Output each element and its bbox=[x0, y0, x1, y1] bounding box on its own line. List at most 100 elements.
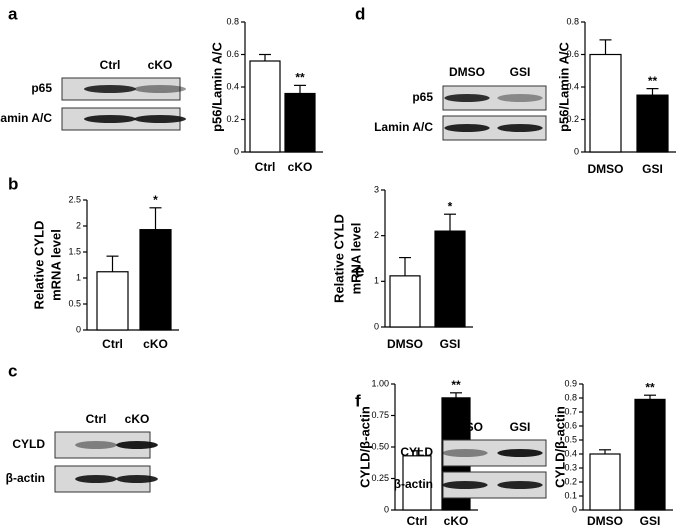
lane-label: cKO bbox=[125, 412, 150, 426]
x-tick-label: cKO bbox=[444, 514, 469, 528]
y-tick-label: 0.6 bbox=[564, 420, 577, 430]
lane-label: cKO bbox=[148, 58, 173, 72]
row-label: Lamin A/C bbox=[0, 111, 52, 125]
panel-letter: e bbox=[355, 261, 364, 280]
y-tick-label: 3 bbox=[374, 184, 379, 194]
blot-band bbox=[444, 94, 490, 102]
y-tick-label: 0.9 bbox=[564, 378, 577, 388]
significance: ** bbox=[295, 71, 305, 85]
y-tick-label: 0.6 bbox=[226, 49, 239, 59]
blot-band bbox=[442, 481, 488, 489]
y-axis-label: p56/Lamin A/C bbox=[209, 41, 224, 131]
y-tick-label: 0.75 bbox=[371, 410, 389, 420]
row-label: β-actin bbox=[394, 477, 433, 491]
lane-label: Ctrl bbox=[86, 412, 107, 426]
y-tick-label: 2.5 bbox=[68, 194, 81, 204]
row-label: CYLD bbox=[400, 445, 433, 459]
y-tick-label: 0.4 bbox=[566, 81, 579, 91]
y-tick-label: 0.50 bbox=[371, 441, 389, 451]
panel-letter: b bbox=[8, 174, 18, 193]
y-tick-label: 0.7 bbox=[564, 406, 577, 416]
x-tick-label: DMSO bbox=[588, 162, 624, 176]
blot-band bbox=[116, 441, 158, 449]
bar bbox=[402, 455, 432, 511]
y-tick-label: 0.2 bbox=[226, 114, 239, 124]
row-label: Lamin A/C bbox=[374, 120, 433, 134]
panel-letter: f bbox=[355, 391, 361, 410]
y-tick-label: 0.4 bbox=[564, 448, 577, 458]
row-label: CYLD bbox=[12, 437, 45, 451]
blot-band bbox=[497, 94, 543, 102]
y-axis-label: Relative CYLD bbox=[331, 214, 346, 303]
row-label: p65 bbox=[31, 81, 52, 95]
x-tick-label: GSI bbox=[642, 162, 663, 176]
lane-label: Ctrl bbox=[100, 58, 121, 72]
y-axis-label: CYLD/β-actin bbox=[552, 406, 567, 488]
lane-label: GSI bbox=[510, 420, 531, 434]
bar bbox=[139, 229, 172, 331]
lane-label: DMSO bbox=[447, 420, 483, 434]
bar bbox=[389, 275, 421, 328]
blot-band bbox=[75, 475, 117, 483]
x-tick-label: cKO bbox=[143, 337, 168, 351]
y-tick-label: 0 bbox=[234, 146, 239, 156]
y-tick-label: 0.5 bbox=[564, 434, 577, 444]
y-tick-label: 1 bbox=[374, 276, 379, 286]
y-tick-label: 2 bbox=[374, 230, 379, 240]
lane-label: GSI bbox=[510, 65, 531, 79]
y-tick-label: 0 bbox=[374, 321, 379, 331]
bar bbox=[634, 398, 666, 511]
bar bbox=[434, 230, 466, 328]
bar bbox=[249, 60, 281, 153]
y-tick-label: 0.4 bbox=[226, 81, 239, 91]
bar bbox=[284, 92, 316, 153]
x-tick-label: GSI bbox=[440, 337, 461, 351]
x-tick-label: DMSO bbox=[587, 514, 623, 528]
panel-letter: c bbox=[8, 361, 17, 380]
significance: * bbox=[153, 193, 158, 207]
y-tick-label: 0 bbox=[572, 504, 577, 514]
y-tick-label: 1.5 bbox=[68, 246, 81, 256]
y-tick-label: 1 bbox=[76, 272, 81, 282]
y-tick-label: 0.2 bbox=[564, 476, 577, 486]
y-tick-label: 0.8 bbox=[566, 16, 579, 26]
panel-letter: d bbox=[355, 4, 365, 23]
blot-band bbox=[497, 124, 543, 132]
y-tick-label: 0 bbox=[384, 504, 389, 514]
y-tick-label: 0.1 bbox=[564, 490, 577, 500]
y-axis-label: mRNA level bbox=[348, 223, 363, 295]
y-axis-label: Relative CYLD bbox=[31, 221, 46, 310]
significance: ** bbox=[645, 380, 655, 394]
bar bbox=[636, 94, 669, 153]
panel-letter: a bbox=[8, 4, 18, 23]
bar bbox=[96, 271, 129, 331]
x-tick-label: Ctrl bbox=[255, 160, 276, 174]
blot-band bbox=[134, 115, 186, 123]
blot-band bbox=[134, 85, 186, 93]
y-tick-label: 0.25 bbox=[371, 473, 389, 483]
bar bbox=[589, 453, 621, 511]
row-label: β-actin bbox=[6, 471, 45, 485]
significance: * bbox=[448, 199, 453, 213]
blot-band bbox=[444, 124, 490, 132]
x-tick-label: cKO bbox=[288, 160, 313, 174]
x-tick-label: Ctrl bbox=[102, 337, 123, 351]
y-tick-label: 0.5 bbox=[68, 298, 81, 308]
y-tick-label: 0.2 bbox=[566, 114, 579, 124]
blot-band bbox=[75, 441, 117, 449]
blot-band bbox=[497, 481, 543, 489]
row-label: p65 bbox=[412, 90, 433, 104]
y-axis-label: mRNA level bbox=[48, 229, 63, 301]
blot-band bbox=[116, 475, 158, 483]
y-tick-label: 0.3 bbox=[564, 462, 577, 472]
bar bbox=[589, 53, 622, 153]
y-tick-label: 0.8 bbox=[564, 392, 577, 402]
y-tick-label: 0 bbox=[76, 324, 81, 334]
y-tick-label: 1.00 bbox=[371, 378, 389, 388]
blot-band bbox=[442, 449, 488, 457]
x-tick-label: Ctrl bbox=[407, 514, 428, 528]
blot-band bbox=[84, 85, 136, 93]
lane-label: DMSO bbox=[449, 65, 485, 79]
x-tick-label: DMSO bbox=[387, 337, 423, 351]
